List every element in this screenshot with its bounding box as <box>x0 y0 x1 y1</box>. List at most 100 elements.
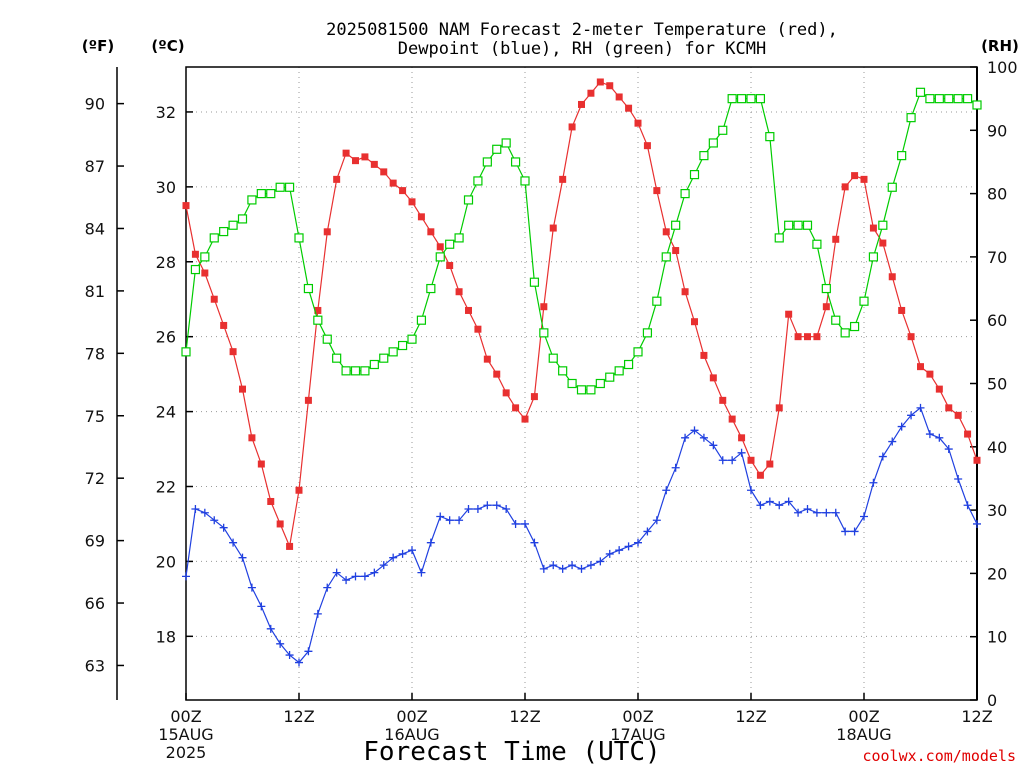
celsius-tick-label: 32 <box>156 103 176 122</box>
dewpoint-point <box>313 609 322 618</box>
temperature-point <box>681 288 689 296</box>
rh-point <box>793 220 803 230</box>
dewpoint-point <box>973 519 981 528</box>
temperature-point <box>229 348 237 356</box>
rh-point <box>350 366 361 376</box>
dewpoint-point <box>897 422 906 431</box>
temperature-point <box>879 239 887 247</box>
dewpoint-point <box>916 403 925 412</box>
rh-point <box>962 94 973 104</box>
fahrenheit-tick-label: 69 <box>85 532 105 551</box>
dewpoint-point <box>803 504 812 513</box>
dewpoint-point <box>182 572 190 581</box>
temperature-point <box>841 183 849 191</box>
temperature-point <box>954 411 962 419</box>
rh-point <box>445 239 455 249</box>
dewpoint-point <box>568 561 577 570</box>
fahrenheit-axis-label: (ºF) <box>82 37 114 55</box>
dewpoint-point <box>907 411 916 420</box>
x-axis-title: Forecast Time (UTC) <box>363 737 660 767</box>
temperature-point <box>267 497 275 505</box>
dewpoint-point <box>389 553 398 562</box>
x-tick-label: 17AUG <box>610 725 665 744</box>
dewpoint-point <box>577 564 586 573</box>
temperature-point <box>389 179 397 187</box>
rh-point <box>567 378 577 389</box>
temperature-point <box>474 325 482 333</box>
dewpoint-point <box>756 501 765 510</box>
temperature-point <box>578 100 585 108</box>
fahrenheit-tick-label: 87 <box>85 157 105 176</box>
rh-line <box>185 91 978 391</box>
celsius-tick-label: 26 <box>156 328 176 347</box>
dewpoint-point <box>869 478 878 487</box>
dewpoint-point <box>831 508 840 517</box>
temperature-point <box>352 157 359 165</box>
temperature-point <box>747 456 755 464</box>
dewpoint-point <box>718 456 727 465</box>
celsius-axis-label: (ºC) <box>151 37 184 55</box>
temperature-point <box>917 363 924 371</box>
rh-point <box>303 283 314 294</box>
dewpoint-point <box>483 501 492 510</box>
rh-tick-label: 30 <box>987 501 1007 520</box>
fahrenheit-tick-label: 66 <box>85 594 105 613</box>
temperature-point <box>596 78 604 86</box>
dewpoint-point <box>455 516 464 525</box>
temperature-point <box>380 168 388 176</box>
dewpoint-point <box>850 527 859 536</box>
x-tick-label: 18AUG <box>836 725 891 744</box>
temperature-point <box>935 385 943 393</box>
rh-point <box>482 157 492 167</box>
dewpoint-series <box>182 403 981 667</box>
temperature-point <box>521 415 529 423</box>
temperature-point <box>549 224 557 232</box>
celsius-tick-label: 28 <box>156 253 176 272</box>
temperature-point <box>766 460 774 468</box>
credit-link[interactable]: coolwx.com/models <box>862 747 1016 765</box>
temperature-point <box>182 202 190 210</box>
rh-point <box>284 182 295 192</box>
dewpoint-point <box>332 568 341 577</box>
temperature-point <box>907 333 915 341</box>
rh-point <box>595 378 605 389</box>
temperature-point <box>634 119 642 127</box>
temperature-point <box>191 250 199 258</box>
dewpoint-point <box>266 624 275 633</box>
celsius-tick-label: 24 <box>156 403 176 422</box>
dewpoint-point <box>775 501 784 510</box>
temperature-point <box>719 396 727 404</box>
rh-tick-label: 50 <box>987 375 1007 394</box>
fahrenheit-tick-label: 90 <box>85 95 105 114</box>
dewpoint-point <box>634 538 642 547</box>
rh-point <box>332 353 342 363</box>
rh-point <box>492 144 502 154</box>
rh-point <box>463 195 474 205</box>
rh-point <box>407 334 417 344</box>
rh-point <box>341 366 351 376</box>
rh-point <box>953 94 963 104</box>
rh-point <box>915 87 926 97</box>
dewpoint-point <box>473 504 482 513</box>
rh-point <box>859 296 869 306</box>
rh-point <box>256 189 266 199</box>
temperature-point <box>465 306 472 314</box>
rh-point <box>765 132 775 142</box>
temperature-point <box>417 213 425 221</box>
dewpoint-point <box>530 538 539 547</box>
dewpoint-point <box>464 504 473 513</box>
dewpoint-point <box>219 523 228 532</box>
rh-point <box>784 220 794 230</box>
rh-point <box>868 252 879 262</box>
temperature-point <box>813 333 821 341</box>
dewpoint-point <box>935 433 944 442</box>
dewpoint-point <box>784 497 793 506</box>
rh-point <box>529 277 540 287</box>
rh-tick-label: 60 <box>987 311 1007 330</box>
dewpoint-point <box>652 516 661 525</box>
temperature-point <box>220 321 228 329</box>
rh-tick-label: 100 <box>987 58 1018 77</box>
dewpoint-point <box>408 546 416 555</box>
rh-tick-label: 90 <box>987 121 1007 140</box>
